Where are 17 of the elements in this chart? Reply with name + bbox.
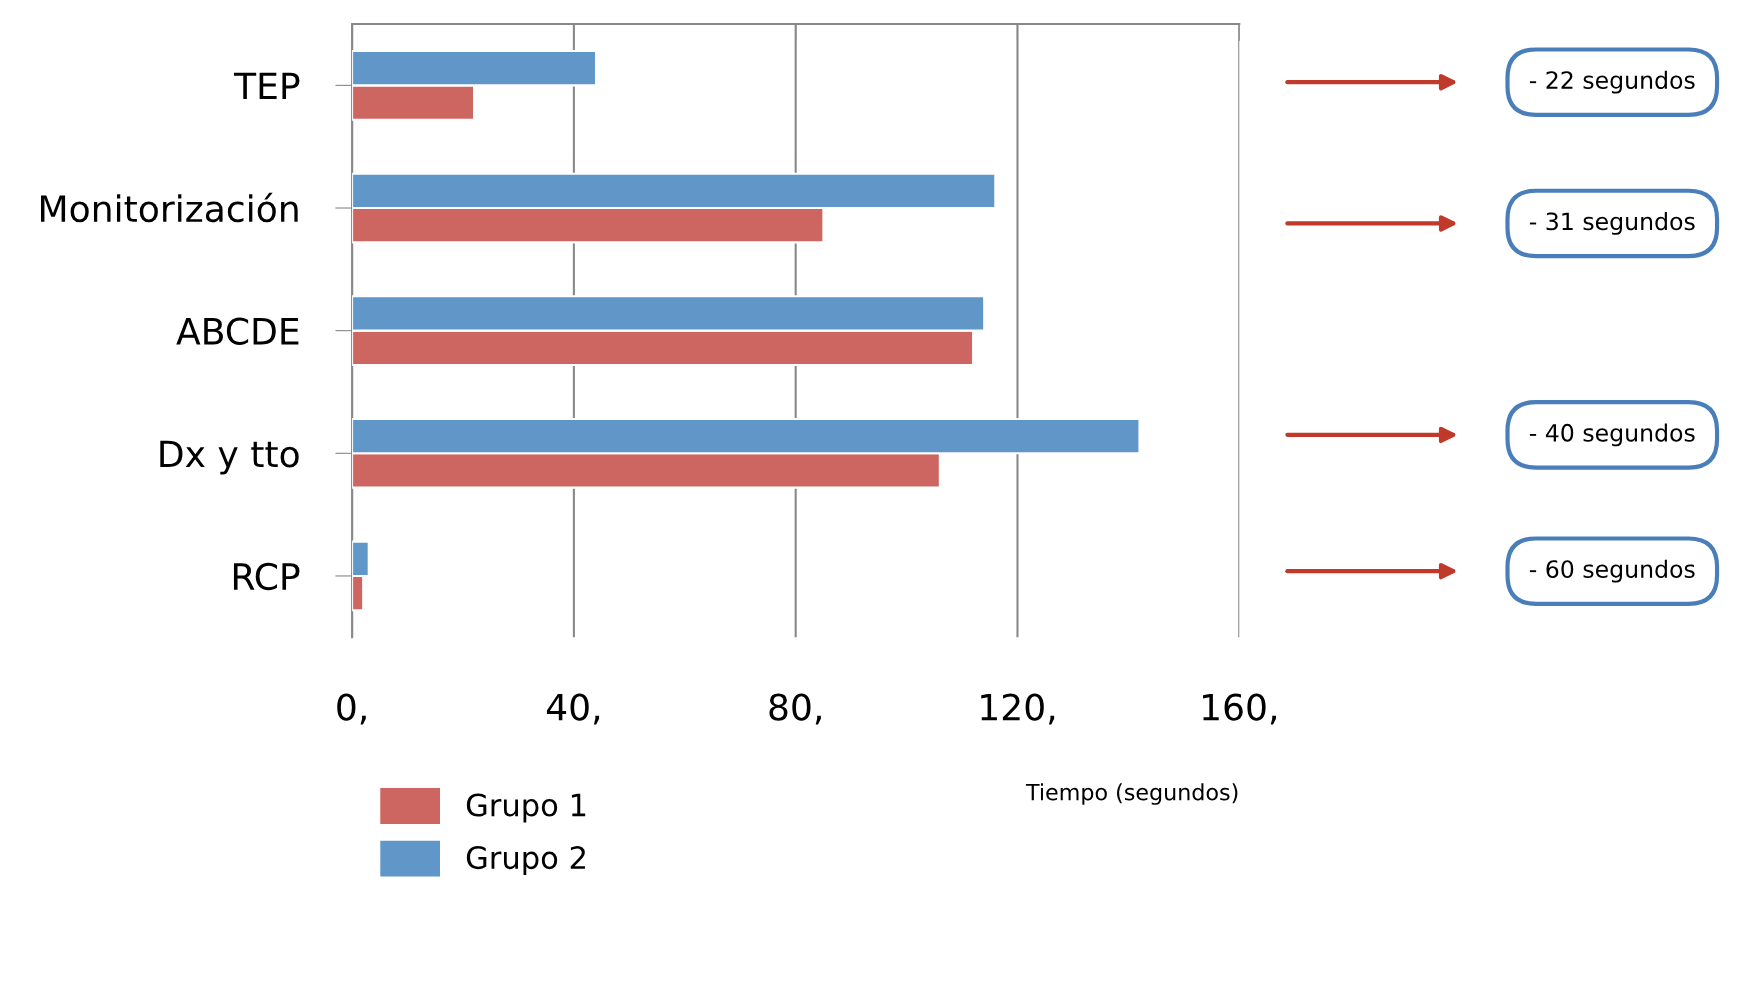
x-axis-title: Tiempo (segundos) (1025, 783, 1238, 805)
x-tick-label: 160, (1203, 693, 1276, 725)
legend-label: Grupo 1 (466, 793, 586, 823)
text: - 60 segundos (1529, 559, 1695, 583)
x-tick-label: 80, (769, 693, 821, 725)
y-tick-label: Dx y tto (160, 440, 299, 475)
y-tick-label: ABCDE (176, 317, 299, 345)
x-tick-label: 40, (546, 693, 600, 725)
text: - 40 segundos (1529, 423, 1695, 447)
y-tick-label: Monitorización (40, 192, 298, 223)
y-tick-label: TEP (233, 72, 300, 100)
y-tick-label: RCP (233, 562, 300, 591)
x-tick-label: 120, (981, 693, 1055, 725)
legend-label: Grupo 2 (466, 846, 585, 876)
x-tick-label: 0, (337, 693, 366, 725)
text: - 31 segundos (1529, 212, 1695, 235)
text: - 22 segundos (1529, 70, 1695, 94)
